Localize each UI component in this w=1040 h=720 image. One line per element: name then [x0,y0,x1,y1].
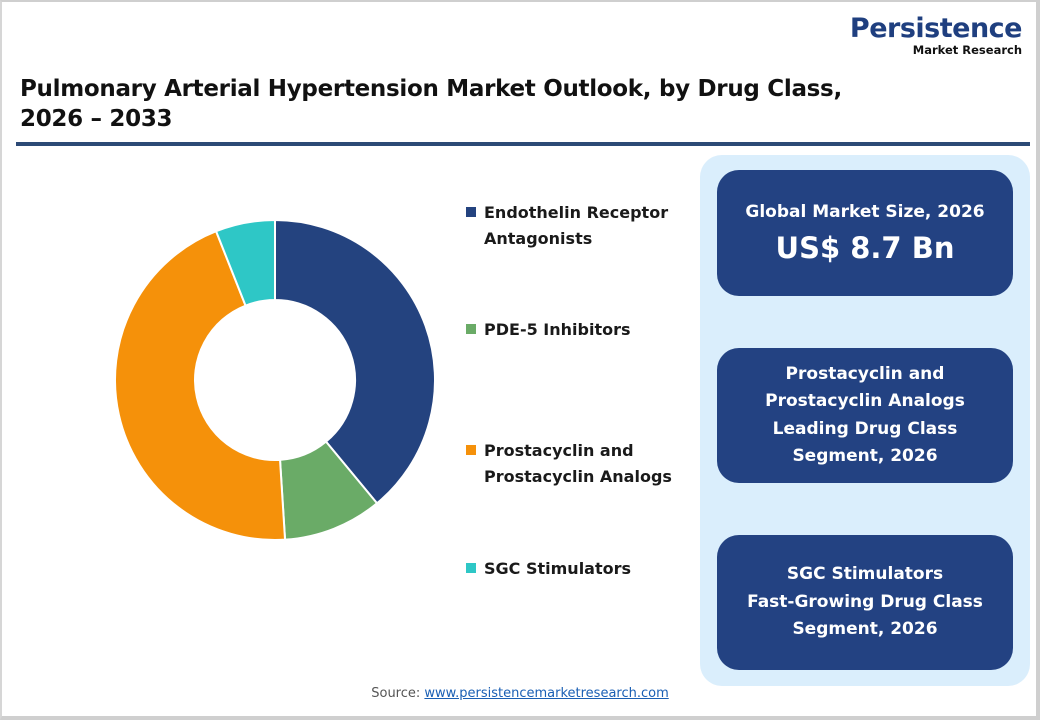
chart-title-line2: 2026 – 2033 [20,106,173,132]
source-note: Source: www.persistencemarketresearch.co… [0,686,1040,701]
donut-chart [114,218,436,541]
fast-growing-segment-card: SGC Stimulators Fast-Growing Drug Class … [717,535,1013,670]
leading-segment-line: Prostacyclin and [785,363,945,384]
legend-item-endothelin: Endothelin Receptor Antagonists [466,200,684,252]
donut-slice-0 [274,218,436,505]
chart-title-line1: Pulmonary Arterial Hypertension Market O… [20,76,842,102]
leading-segment-card: Prostacyclin and Prostacyclin Analogs Le… [717,348,1013,483]
leading-segment-line: Prostacyclin Analogs [765,391,965,411]
fast-growing-line: Segment, 2026 [792,619,938,640]
fast-growing-line: Fast-Growing Drug Class [747,591,983,612]
chart-title: Pulmonary Arterial Hypertension Market O… [20,74,920,134]
fast-growing-line: SGC Stimulators [786,564,944,585]
market-size-card: Global Market Size, 2026 US$ 8.7 Bn [717,170,1013,296]
legend-item-prostacyclin: Prostacyclin and Prostacyclin Analogs [466,438,684,490]
legend-swatch-icon [466,563,476,573]
leading-segment-line: Leading Drug Class [772,418,958,439]
market-size-heading: Global Market Size, 2026 [745,202,985,223]
legend-label: Prostacyclin and Prostacyclin Analogs [484,441,672,486]
source-link[interactable]: www.persistencemarketresearch.com [424,686,669,701]
brand-name: Persistence [849,13,1023,44]
legend-swatch-icon [466,324,476,334]
market-size-value: US$ 8.7 Bn [775,230,955,265]
donut-slice-2 [114,229,287,541]
legend-item-sgc: SGC Stimulators [466,556,684,582]
legend-item-pde5: PDE-5 Inhibitors [466,317,684,343]
source-label: Source: [371,686,421,701]
donut-slice-3 [214,218,276,307]
legend-swatch-icon [466,445,476,455]
legend-label: SGC Stimulators [484,559,632,578]
title-divider [16,142,1030,146]
legend-label: Endothelin Receptor Antagonists [484,203,669,248]
brand-tagline: Market Research [912,43,1022,57]
legend-label: PDE-5 Inhibitors [484,320,631,339]
brand-logo: Persistence Market Research [849,13,1023,57]
leading-segment-line: Segment, 2026 [792,446,938,466]
legend-swatch-icon [466,207,476,217]
